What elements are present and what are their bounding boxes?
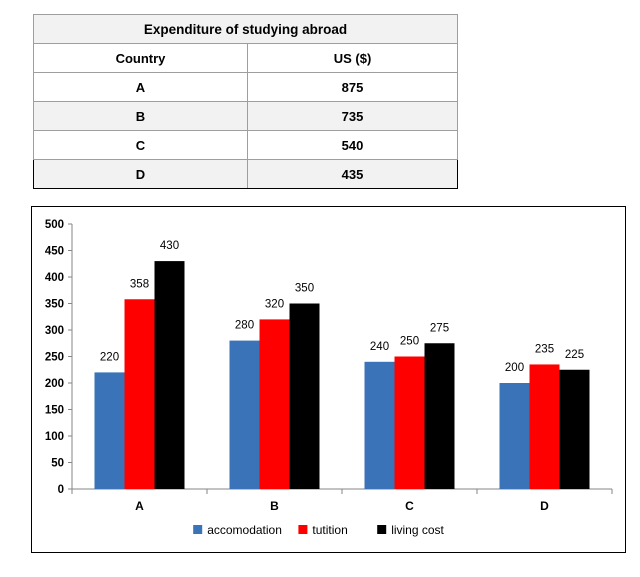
amount-cell: 875 (246, 72, 459, 102)
bar-accomodation-D (499, 383, 530, 489)
country-cell: C (33, 130, 248, 160)
amount-cell: 735 (246, 101, 459, 131)
bar-accomodation-A (94, 372, 125, 489)
country-cell: D (33, 159, 248, 189)
x-category-label: C (405, 499, 414, 513)
data-label: 358 (130, 278, 149, 290)
legend-swatch-living-cost (377, 525, 387, 534)
data-label: 320 (265, 298, 284, 310)
bar-living-cost-C (424, 343, 455, 489)
country-cell: B (33, 101, 248, 131)
column-header-country: Country (33, 43, 248, 73)
y-tick-label: 300 (45, 325, 64, 337)
x-category-label: A (135, 499, 144, 513)
bar-tutition-C (394, 356, 425, 489)
legend-label-living-cost: living cost (391, 523, 444, 537)
country-cell: A (33, 72, 248, 102)
data-label: 240 (370, 341, 389, 353)
y-tick-label: 150 (45, 405, 64, 417)
amount-cell: 435 (246, 159, 459, 189)
legend-label-tutition: tutition (312, 523, 347, 537)
x-category-label: B (270, 499, 279, 513)
data-label: 225 (565, 349, 584, 361)
bar-living-cost-D (559, 369, 590, 489)
expenditure-table: Expenditure of studying abroad Country U… (32, 14, 459, 189)
table-row: D 435 (33, 159, 459, 189)
y-tick-label: 0 (58, 484, 64, 496)
data-label: 250 (400, 336, 419, 348)
column-header-us-dollars: US ($) (246, 43, 459, 73)
y-tick-label: 250 (45, 352, 64, 364)
y-tick-label: 450 (45, 246, 64, 258)
data-label: 350 (295, 283, 314, 295)
data-label: 235 (535, 343, 554, 355)
table-row: B 735 (33, 101, 459, 131)
bar-chart: 0 50 100 150 200 250 300 350 400 450 500 220 358 430 A… (31, 206, 626, 553)
x-category-label: D (540, 499, 549, 513)
table-title: Expenditure of studying abroad (32, 14, 459, 44)
y-tick-label: 350 (45, 299, 64, 311)
bar-living-cost-B (289, 303, 320, 489)
bar-accomodation-C (364, 361, 395, 489)
bar-tutition-D (529, 364, 560, 489)
data-label: 200 (505, 362, 524, 374)
y-tick-label: 500 (45, 219, 64, 231)
legend-swatch-tutition (298, 525, 308, 534)
table-row: A 875 (33, 72, 459, 102)
bar-living-cost-A (154, 261, 185, 489)
table-row: C 540 (33, 130, 459, 160)
amount-cell: 540 (246, 130, 459, 160)
data-label: 275 (430, 322, 449, 334)
legend-label-accomodation: accomodation (207, 523, 282, 537)
y-tick-label: 100 (45, 431, 64, 443)
bar-tutition-B (259, 319, 290, 489)
y-tick-label: 200 (45, 378, 64, 390)
bar-tutition-A (124, 299, 155, 489)
bar-accomodation-B (229, 340, 260, 489)
data-label: 280 (235, 320, 254, 332)
data-label: 430 (160, 240, 179, 252)
bar-chart-svg: 0 50 100 150 200 250 300 350 400 450 500 220 358 430 A… (45, 219, 613, 537)
y-tick-label: 50 (51, 458, 64, 470)
data-label: 220 (100, 351, 119, 363)
legend-swatch-accomodation (193, 525, 203, 534)
y-tick-label: 400 (45, 272, 64, 284)
